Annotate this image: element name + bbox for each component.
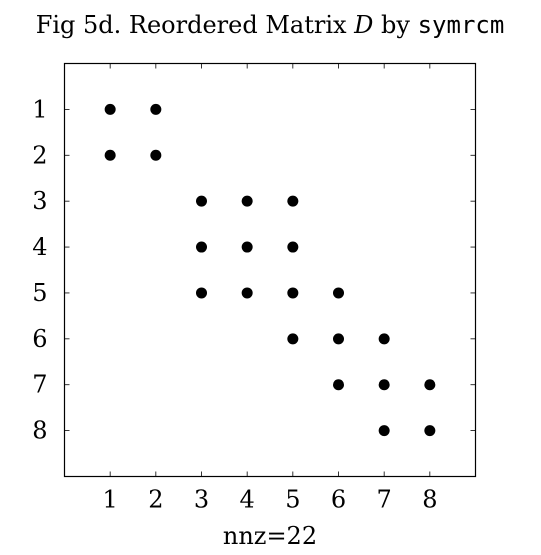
- x-tick-label: 1: [103, 486, 118, 514]
- data-point: [287, 241, 299, 253]
- data-point: [241, 195, 253, 207]
- data-point: [287, 287, 299, 299]
- data-point: [333, 379, 344, 391]
- data-point: [287, 195, 299, 207]
- y-tick-label: 4: [32, 233, 47, 261]
- data-point: [287, 333, 299, 345]
- data-point: [104, 149, 116, 161]
- x-tick-label: 8: [422, 486, 437, 514]
- y-tick-label: 5: [32, 279, 47, 307]
- data-point: [241, 241, 253, 253]
- data-point: [196, 241, 207, 253]
- y-tick-labels: 1 2 3 4 5 6 7 8: [32, 95, 47, 444]
- y-tick-label: 2: [32, 141, 47, 169]
- data-point: [333, 333, 344, 345]
- data-point: [424, 379, 436, 391]
- data-point: [150, 103, 162, 115]
- data-point: [150, 149, 162, 161]
- x-tick-label: 3: [194, 486, 209, 514]
- data-point: [333, 287, 344, 299]
- axis-ticks: [64, 63, 476, 477]
- y-tick-label: 6: [32, 325, 47, 353]
- title-prefix: Fig 5d. Reordered Matrix: [36, 11, 354, 39]
- data-point: [241, 287, 253, 299]
- x-axis-label: nnz=22: [223, 522, 317, 550]
- data-point: [104, 103, 116, 115]
- data-point: [378, 425, 390, 437]
- y-tick-label: 8: [32, 417, 47, 445]
- y-tick-label: 1: [32, 95, 47, 123]
- title-symbol: D: [353, 11, 373, 39]
- data-point: [196, 195, 207, 207]
- x-tick-label: 5: [285, 486, 300, 514]
- data-points: [104, 103, 436, 437]
- y-tick-label: 7: [32, 371, 47, 399]
- chart-title: Fig 5d. Reordered Matrix D by symrcm: [36, 11, 505, 39]
- title-code: symrcm: [418, 11, 505, 39]
- plot-frame: [63, 62, 477, 478]
- x-tick-label: 2: [148, 486, 163, 514]
- y-tick-label: 3: [32, 187, 47, 215]
- title-middle: by: [373, 11, 417, 39]
- data-point: [378, 333, 390, 345]
- x-tick-label: 4: [240, 486, 255, 514]
- x-tick-label: 6: [331, 486, 346, 514]
- data-point: [196, 287, 207, 299]
- data-point: [424, 425, 436, 437]
- data-point: [378, 379, 390, 391]
- x-tick-labels: 1 2 3 4 5 6 7 8: [103, 486, 438, 514]
- x-tick-label: 7: [377, 486, 392, 514]
